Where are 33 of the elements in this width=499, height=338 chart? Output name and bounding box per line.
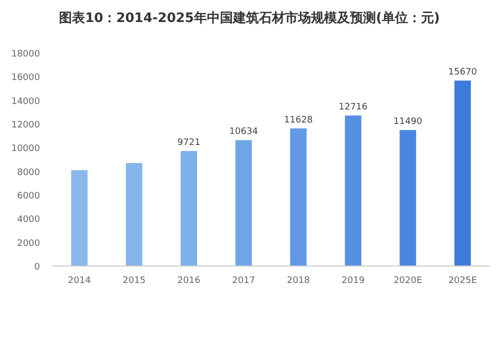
y-tick-label: 4000 (17, 215, 40, 226)
y-tick-label: 0 (34, 262, 40, 272)
bar (290, 128, 307, 266)
x-tick-label: 2015 (122, 276, 146, 286)
y-tick-label: 18000 (11, 50, 40, 60)
y-tick-label: 16000 (11, 73, 40, 84)
x-tick-label: 2018 (286, 276, 310, 286)
data-label: 12716 (338, 102, 368, 113)
x-tick-label: 2014 (68, 276, 92, 286)
x-tick-label: 2017 (232, 276, 256, 286)
bar (454, 80, 471, 266)
data-label: 11628 (284, 115, 313, 126)
chart-title: 图表10：2014-2025年中国建筑石材市场规模及预测(单位：元) (59, 10, 440, 26)
bar (126, 163, 142, 266)
y-tick-label: 8000 (17, 168, 40, 178)
bar (71, 170, 88, 266)
bar (400, 130, 416, 266)
x-tick-label: 2016 (177, 276, 201, 286)
data-label: 15670 (448, 68, 478, 78)
bar (344, 116, 362, 266)
y-tick-label: 10000 (11, 144, 40, 154)
bar (235, 140, 252, 266)
y-tick-label: 14000 (11, 96, 40, 107)
x-tick-label: 2020E (394, 276, 422, 286)
data-label: 11490 (394, 117, 422, 128)
bar (180, 150, 198, 266)
x-tick-label: 2019 (342, 276, 365, 286)
x-tick-label: 2025E (448, 276, 478, 286)
data-label: 10634 (229, 127, 258, 138)
y-tick-label: 12000 (11, 120, 40, 130)
data-label: 9721 (177, 138, 200, 148)
y-tick-label: 2000 (17, 238, 40, 249)
y-tick-label: 6000 (17, 192, 40, 202)
